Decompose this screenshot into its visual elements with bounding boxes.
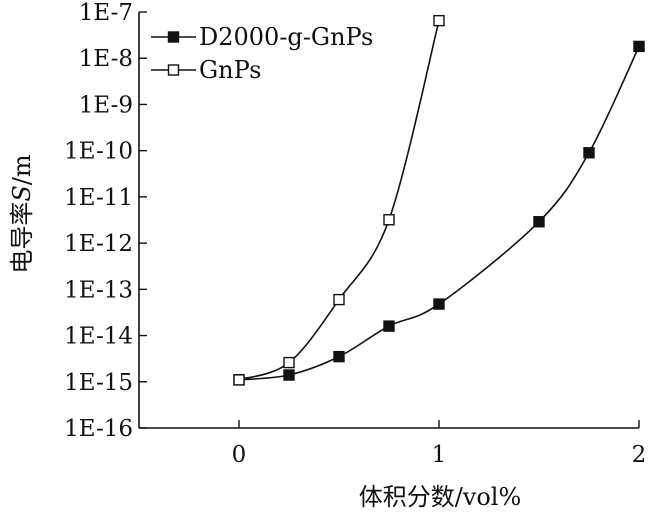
x-axis-title: 体积分数/vol% [359, 483, 522, 511]
y-tick-label: 1E-15 [64, 370, 133, 396]
y-tick-label: 1E-16 [64, 416, 133, 442]
series-line-gnps [238, 20, 440, 381]
y-ticks: 1E-16 1E-15 1E-14 1E-13 1E-12 1E-11 1E-10 1E-9 1… [64, 0, 147, 442]
series-line-d2000-g-gnps [238, 46, 640, 381]
legend-marker [167, 31, 180, 43]
y-tick-label: 1E-12 [64, 231, 133, 257]
data-point-gnps [333, 293, 345, 306]
data-point-d2000-g-gnps [433, 298, 445, 310]
y-tick-label: 1E-9 [79, 92, 133, 118]
data-point-d2000-g-gnps [633, 40, 645, 53]
data-point-gnps [283, 356, 295, 369]
data-point-gnps [433, 14, 445, 27]
y-axis-title-prefix: 电导率 [8, 202, 36, 274]
data-point-gnps [383, 214, 395, 226]
y-tick-label: 1E-8 [79, 46, 133, 72]
x-tick-label: 2 [632, 442, 647, 468]
data-point-d2000-g-gnps [583, 147, 595, 159]
y-tick-label: 1E-11 [64, 185, 133, 211]
y-axis-title-unit-symbol: S [8, 185, 36, 201]
data-point-gnps [233, 374, 245, 386]
legend-label: D2000-g-GnPs [199, 23, 373, 51]
y-tick-label: 1E-14 [64, 324, 133, 350]
y-tick-label: 1E-7 [79, 0, 133, 26]
y-axis-title-unit-suffix: /m [8, 154, 36, 185]
x-ticks: 0 1 2 [232, 420, 647, 468]
x-tick-label: 1 [432, 442, 447, 468]
series-layer [233, 14, 645, 386]
data-point-d2000-g-gnps [283, 369, 295, 381]
legend: D2000-g-GnPs GnPs [151, 23, 373, 84]
data-point-d2000-g-gnps [533, 216, 545, 228]
y-axis-title: 电导率S/m [8, 154, 36, 274]
data-point-d2000-g-gnps [333, 350, 345, 363]
legend-marker [167, 64, 180, 76]
axes [138, 12, 639, 429]
x-tick-label: 0 [232, 442, 247, 468]
legend-label: GnPs [199, 56, 261, 84]
y-tick-label: 1E-10 [64, 139, 133, 165]
y-tick-label: 1E-13 [64, 277, 133, 303]
data-point-d2000-g-gnps [383, 320, 395, 332]
